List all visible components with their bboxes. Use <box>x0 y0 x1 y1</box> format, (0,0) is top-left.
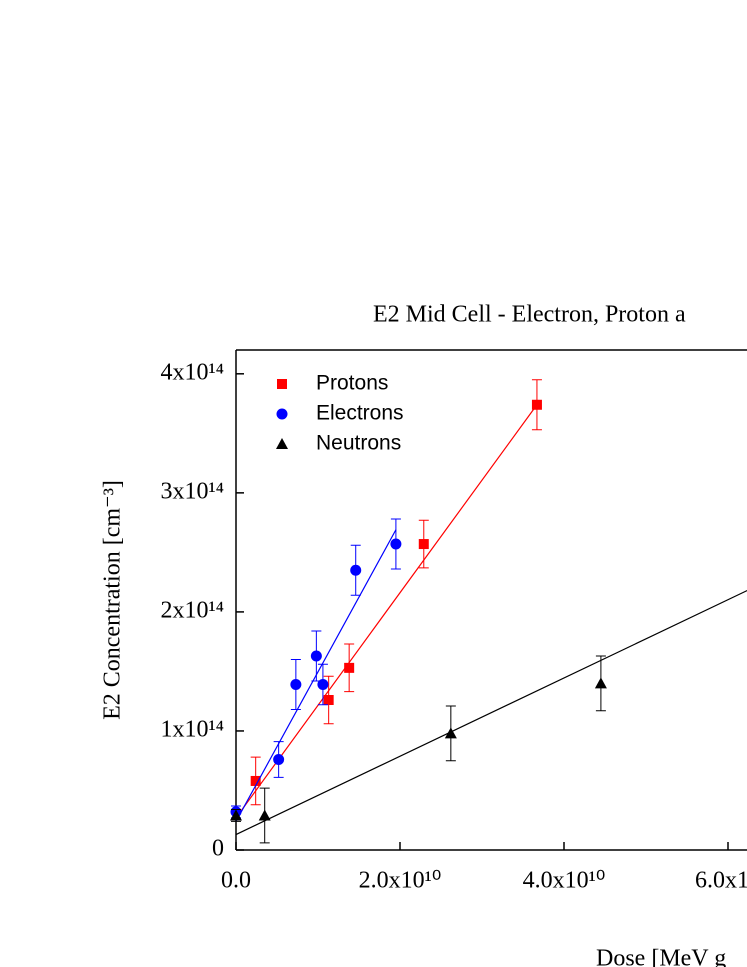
data-point <box>390 538 402 550</box>
y-tick-label: 1x10¹⁴ <box>160 716 224 742</box>
x-tick-label: 6.0x10 <box>695 868 747 894</box>
fit-line <box>235 404 538 819</box>
data-point <box>273 754 285 766</box>
data-point <box>230 809 242 821</box>
legend-marker <box>276 408 288 420</box>
data-point <box>310 650 322 662</box>
data-point <box>350 564 362 576</box>
y-tick-label: 0 <box>212 836 224 862</box>
legend-label: Electrons <box>316 402 404 425</box>
data-point <box>594 677 607 689</box>
legend-label: Protons <box>316 372 388 395</box>
data-point <box>290 679 302 691</box>
x-tick-label: 4.0x10¹⁰ <box>523 868 606 894</box>
chart-title: E2 Mid Cell - Electron, Proton a <box>373 302 686 328</box>
x-tick-label: 2.0x10¹⁰ <box>359 868 442 894</box>
data-point <box>344 662 355 673</box>
y-tick-label: 4x10¹⁴ <box>160 359 224 385</box>
data-point <box>250 775 261 786</box>
legend-marker <box>277 379 287 389</box>
legend-marker <box>276 438 288 449</box>
data-point <box>444 727 457 739</box>
y-axis-label: E2 Concentration [cm⁻³] <box>100 480 126 720</box>
data-point <box>418 539 429 550</box>
y-tick-label: 2x10¹⁴ <box>160 597 224 623</box>
y-tick-label: 3x10¹⁴ <box>160 478 224 504</box>
data-point <box>258 809 271 821</box>
fit-line <box>235 589 747 836</box>
x-tick-label: 0.0 <box>221 868 251 894</box>
data-point <box>317 679 329 691</box>
x-axis-label: Dose [MeV g <box>596 946 726 967</box>
data-point <box>531 399 542 410</box>
legend-label: Neutrons <box>316 432 401 455</box>
data-point <box>323 695 334 705</box>
